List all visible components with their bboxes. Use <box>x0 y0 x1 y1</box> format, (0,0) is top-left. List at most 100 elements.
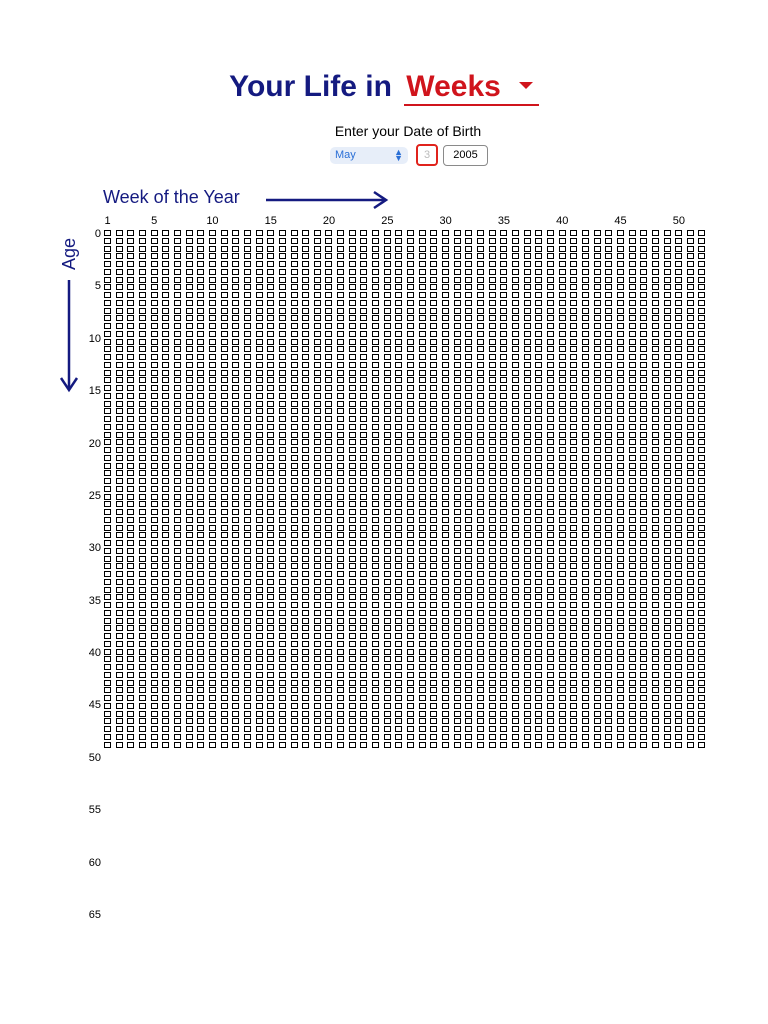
week-box <box>302 640 310 647</box>
week-box <box>138 400 146 407</box>
week-box <box>267 602 275 608</box>
week-box <box>395 485 403 492</box>
week-box <box>290 671 298 678</box>
week-box <box>127 648 135 655</box>
week-box <box>115 454 123 461</box>
week-box <box>383 524 391 531</box>
week-box <box>162 292 170 298</box>
week-box <box>150 323 158 329</box>
week-box <box>500 470 508 477</box>
week-box <box>616 385 624 391</box>
week-box <box>348 547 356 554</box>
week-box <box>628 276 636 283</box>
week-box <box>302 462 310 469</box>
week-box <box>150 346 158 353</box>
week-box <box>488 625 496 632</box>
week-box <box>616 695 624 701</box>
week-box <box>523 416 531 422</box>
week-box <box>581 299 589 306</box>
week-box <box>325 377 333 384</box>
week-box <box>115 664 123 670</box>
week-box <box>220 493 228 500</box>
week-box <box>686 253 694 260</box>
week-box <box>418 726 426 732</box>
week-box <box>325 710 333 717</box>
unit-select[interactable]: Weeks <box>404 70 539 106</box>
day-input[interactable]: 3 <box>416 144 438 166</box>
week-box <box>418 664 426 670</box>
week-box <box>640 687 648 694</box>
week-box <box>127 563 135 570</box>
week-box <box>628 524 636 531</box>
week-box <box>628 648 636 655</box>
week-box <box>418 230 426 236</box>
week-box <box>453 501 461 508</box>
week-box <box>640 695 648 701</box>
week-box <box>628 547 636 554</box>
week-box <box>581 253 589 260</box>
week-box <box>628 385 636 391</box>
week-box <box>302 648 310 655</box>
week-box <box>337 237 345 244</box>
week-box <box>267 423 275 430</box>
week-box <box>197 439 205 446</box>
week-box <box>581 656 589 663</box>
week-box <box>360 454 368 461</box>
week-box <box>605 594 613 601</box>
week-box <box>162 315 170 322</box>
week-box <box>208 547 216 554</box>
week-box <box>290 338 298 345</box>
week-box <box>442 501 450 508</box>
week-box <box>162 586 170 593</box>
week-box <box>418 470 426 477</box>
week-box <box>267 563 275 570</box>
week-box <box>138 571 146 577</box>
week-box <box>372 447 380 453</box>
week-box <box>593 245 601 252</box>
week-box <box>535 478 543 484</box>
week-box <box>395 664 403 670</box>
week-box <box>173 648 181 655</box>
week-box <box>500 516 508 523</box>
week-box <box>337 470 345 477</box>
week-box <box>232 640 240 647</box>
week-box <box>372 361 380 368</box>
grid-row <box>104 276 710 285</box>
week-box <box>302 346 310 353</box>
week-box <box>290 478 298 484</box>
week-box <box>302 416 310 422</box>
week-box <box>173 710 181 717</box>
week-box <box>465 323 473 329</box>
week-box <box>546 408 554 415</box>
week-box <box>150 586 158 593</box>
week-box <box>290 354 298 360</box>
age-tick-label: 10 <box>88 332 101 345</box>
week-box <box>558 261 566 267</box>
year-input[interactable]: 2005 <box>443 145 488 166</box>
week-box <box>570 385 578 391</box>
week-box <box>197 687 205 694</box>
week-box <box>581 571 589 577</box>
week-box <box>115 555 123 562</box>
week-box <box>593 648 601 655</box>
week-box <box>302 493 310 500</box>
week-box <box>115 733 123 740</box>
week-box <box>243 532 251 539</box>
week-box <box>535 369 543 376</box>
week-box <box>686 648 694 655</box>
week-box <box>651 501 659 508</box>
week-box <box>360 540 368 546</box>
week-box <box>407 346 415 353</box>
week-box <box>546 695 554 701</box>
week-box <box>197 400 205 407</box>
week-box <box>570 509 578 515</box>
week-box <box>208 485 216 492</box>
month-select[interactable]: May ▲ ▼ <box>330 147 408 164</box>
week-box <box>686 656 694 663</box>
week-box <box>243 501 251 508</box>
week-box <box>104 640 111 647</box>
week-box <box>430 315 438 322</box>
grid-row <box>104 237 710 246</box>
week-box <box>290 292 298 298</box>
week-box <box>418 447 426 453</box>
